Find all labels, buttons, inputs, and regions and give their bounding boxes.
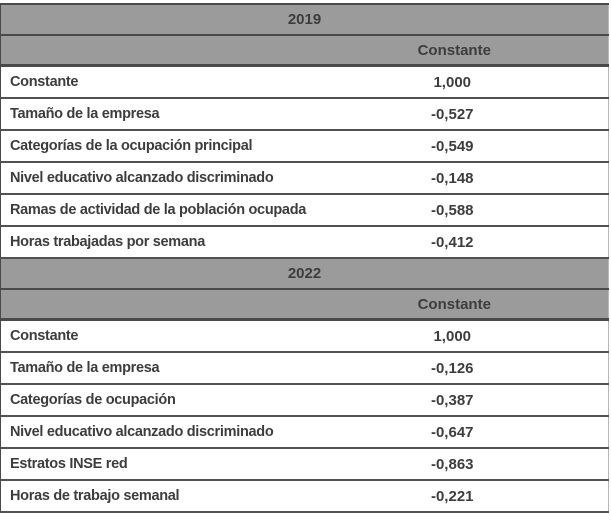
row-value: -0,221 <box>300 480 609 513</box>
row-value: -0,588 <box>300 194 609 227</box>
row-value: 1,000 <box>300 65 609 99</box>
row-value: -0,126 <box>300 352 609 385</box>
row-label: Constante <box>0 65 301 99</box>
table-body: 2019 Constante Constante 1,000 Tamaño de… <box>0 3 609 513</box>
row-label: Estratos INSE red <box>0 448 301 481</box>
table-row: Nivel educativo alcanzado discriminado -… <box>0 416 609 449</box>
row-value: -0,549 <box>300 130 609 163</box>
row-value: -0,863 <box>300 448 609 481</box>
section-subheader-row: Constante <box>0 289 609 321</box>
row-label: Horas trabajadas por semana <box>0 226 301 259</box>
section-year-row: 2019 <box>0 3 609 36</box>
table-row: Constante 1,000 <box>0 65 609 99</box>
table-row: Tamaño de la empresa -0,126 <box>0 352 609 385</box>
row-value: -0,647 <box>300 416 609 449</box>
section-year-label: 2019 <box>0 3 609 36</box>
row-label: Constante <box>0 319 301 353</box>
table-row: Constante 1,000 <box>0 319 609 353</box>
row-value: -0,387 <box>300 384 609 417</box>
correlation-coefficients-table: 2019 Constante Constante 1,000 Tamaño de… <box>0 3 609 513</box>
subheader-empty-cell <box>0 35 301 67</box>
table-row: Tamaño de la empresa -0,527 <box>0 98 609 131</box>
row-label: Categorías de ocupación <box>0 384 301 417</box>
table-row: Ramas de actividad de la población ocupa… <box>0 194 609 227</box>
row-value: -0,527 <box>300 98 609 131</box>
table-row: Categorías de la ocupación principal -0,… <box>0 130 609 163</box>
section-year-label: 2022 <box>0 257 609 290</box>
table-row: Horas trabajadas por semana -0,412 <box>0 226 609 259</box>
row-label: Ramas de actividad de la población ocupa… <box>0 194 306 227</box>
row-label: Nivel educativo alcanzado discriminado <box>0 416 301 449</box>
row-label: Horas de trabajo semanal <box>0 480 301 513</box>
row-value: -0,412 <box>300 226 609 259</box>
row-label: Categorías de la ocupación principal <box>0 130 301 163</box>
row-label: Tamaño de la empresa <box>0 352 301 385</box>
row-label: Tamaño de la empresa <box>0 98 301 131</box>
table-row: Estratos INSE red -0,863 <box>0 448 609 481</box>
value-column-header: Constante <box>300 35 609 67</box>
row-value: 1,000 <box>300 319 609 353</box>
row-label: Nivel educativo alcanzado discriminado <box>0 162 301 195</box>
section-year-row: 2022 <box>0 257 609 290</box>
table-row: Horas de trabajo semanal -0,221 <box>0 480 609 513</box>
value-column-header: Constante <box>300 289 609 321</box>
section-subheader-row: Constante <box>0 35 609 67</box>
table-row: Categorías de ocupación -0,387 <box>0 384 609 417</box>
subheader-empty-cell <box>0 289 301 321</box>
table-row: Nivel educativo alcanzado discriminado -… <box>0 162 609 195</box>
row-value: -0,148 <box>300 162 609 195</box>
